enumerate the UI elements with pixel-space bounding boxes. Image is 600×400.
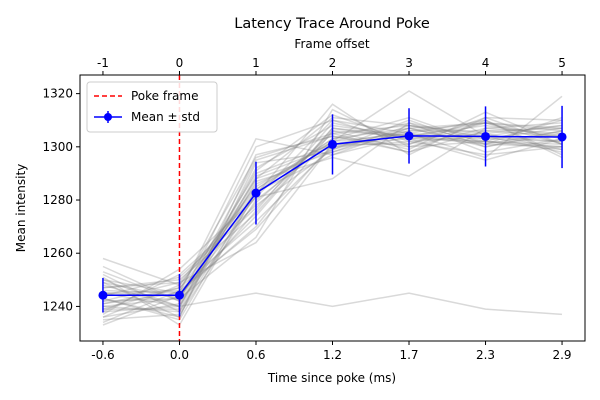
x-tick-label-0: -0.6 bbox=[91, 348, 114, 362]
x-tick-label-6: 2.9 bbox=[552, 348, 571, 362]
legend-mean-label: Mean ± std bbox=[131, 110, 200, 124]
legend-box bbox=[86, 81, 218, 133]
x2-tick-label-6: 5 bbox=[558, 56, 566, 70]
x-tick-label-3: 1.2 bbox=[323, 348, 342, 362]
mean-point-1 bbox=[174, 290, 184, 300]
mean-point-6 bbox=[557, 132, 567, 142]
legend-mean-marker bbox=[104, 113, 112, 121]
x2-tick-label-0: -1 bbox=[97, 56, 109, 70]
y-tick-label-2: 1280 bbox=[42, 193, 73, 207]
x2-tick-label-4: 3 bbox=[405, 56, 413, 70]
x2-tick-label-5: 4 bbox=[482, 56, 490, 70]
x-tick-label-1: 0.0 bbox=[170, 348, 189, 362]
axis-ticks: -0.6 -1 0.0 0 0.6 1 1.2 2 1.7 3 2.3 4 2.9 5 1240 1260 12… bbox=[42, 56, 571, 362]
y-tick-label-1: 1260 bbox=[42, 246, 73, 260]
mean-series bbox=[98, 105, 567, 317]
y-tick-label-0: 1240 bbox=[42, 299, 73, 313]
mean-point-3 bbox=[328, 139, 337, 149]
x-tick-label-2: 0.6 bbox=[246, 348, 265, 362]
mean-point-2 bbox=[251, 188, 261, 198]
y-axis-label: Mean intensity bbox=[14, 164, 28, 253]
mean-point-4 bbox=[404, 131, 414, 141]
x2-tick-label-3: 2 bbox=[329, 56, 337, 70]
y-tick-label-3: 1300 bbox=[42, 140, 73, 154]
chart-title: Latency Trace Around Poke bbox=[234, 16, 430, 32]
x-tick-label-5: 2.3 bbox=[476, 348, 495, 362]
x2-tick-label-2: 1 bbox=[252, 56, 260, 70]
top-axis-label: Frame offset bbox=[294, 37, 369, 51]
x-axis-label: Time since poke (ms) bbox=[267, 371, 396, 385]
x2-tick-label-1: 0 bbox=[176, 56, 184, 70]
legend-poke-label: Poke frame bbox=[131, 89, 198, 103]
y-tick-label-4: 1320 bbox=[42, 87, 73, 101]
mean-point-0 bbox=[98, 290, 108, 300]
legend: Poke frame Mean ± std bbox=[86, 81, 218, 133]
x-tick-label-4: 1.7 bbox=[399, 348, 418, 362]
mean-point-5 bbox=[481, 131, 491, 141]
